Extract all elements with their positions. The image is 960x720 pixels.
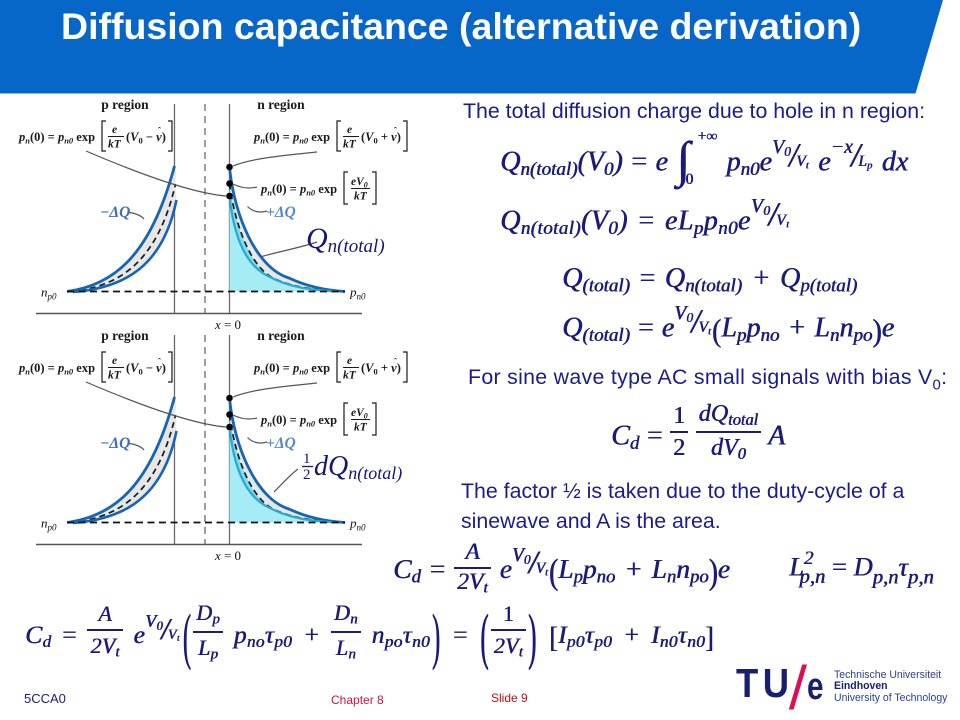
svg-text:1: 1: [303, 451, 311, 467]
svg-text:Qn(total): Qn(total): [306, 222, 385, 257]
svg-text:dQn(total): dQn(total): [314, 451, 402, 484]
svg-text:2: 2: [303, 467, 311, 483]
